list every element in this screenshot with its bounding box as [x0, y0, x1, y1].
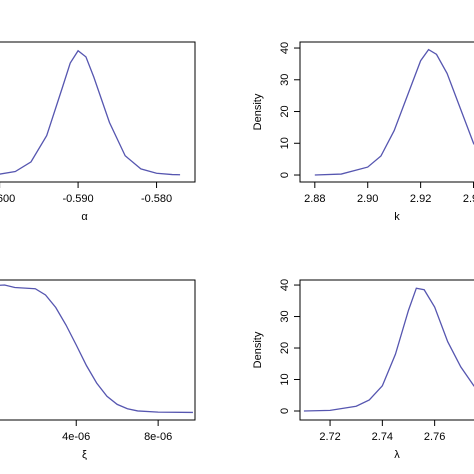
- y-axis-label: Density: [252, 331, 264, 368]
- y-tick-label: 10: [279, 137, 291, 149]
- y-tick-label: 40: [279, 42, 291, 54]
- y-tick-label: 30: [279, 310, 291, 322]
- x-tick-label: -0.600: [0, 193, 15, 205]
- y-tick-label: 10: [279, 373, 291, 385]
- x-axis-label: ξ: [82, 449, 87, 461]
- density-line: [0, 49, 181, 176]
- x-tick-label: -0.590: [62, 193, 93, 205]
- x-tick-label: 8e-06: [144, 431, 172, 443]
- x-tick-label: 2.76: [424, 431, 445, 443]
- density-line: [303, 287, 474, 412]
- plot-box: [0, 279, 196, 421]
- y-tick-label: 40: [279, 279, 291, 291]
- x-tick-label: -0.580: [141, 193, 172, 205]
- y-axis-label: Density: [252, 93, 264, 130]
- plot-box: [299, 279, 474, 421]
- x-tick-label: 2.74: [372, 431, 393, 443]
- x-axis-label: λ: [394, 449, 400, 461]
- x-axis-label: k: [394, 211, 400, 223]
- x-tick-label: 2.72: [319, 431, 340, 443]
- x-tick-label: 2.92: [410, 193, 431, 205]
- y-tick-label: 20: [279, 105, 291, 117]
- x-tick-label: 2.88: [304, 193, 325, 205]
- density-line: [314, 48, 474, 176]
- density-line: [0, 284, 193, 414]
- y-tick-label: 20: [279, 342, 291, 354]
- y-tick-label: 0: [279, 408, 291, 414]
- x-tick-label: 2.90: [357, 193, 378, 205]
- plot-box: [299, 41, 474, 183]
- x-tick-label: 2.94: [463, 193, 474, 205]
- plot-box: [0, 41, 196, 183]
- x-axis-label: α: [81, 211, 88, 223]
- y-tick-label: 0: [279, 172, 291, 178]
- y-tick-label: 30: [279, 74, 291, 86]
- x-tick-label: 4e-06: [62, 431, 90, 443]
